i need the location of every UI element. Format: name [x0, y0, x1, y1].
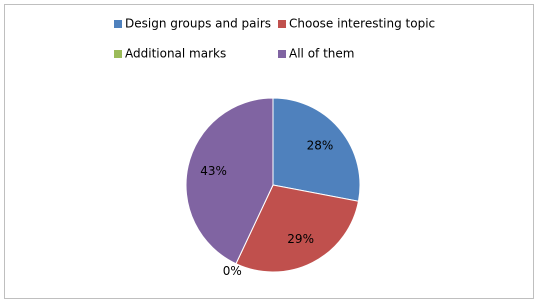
pie-slice [272, 97, 361, 202]
legend-swatch [114, 20, 122, 28]
pie-slice [235, 184, 360, 273]
legend-label: Additional marks [125, 47, 226, 61]
legend-swatch [278, 50, 286, 58]
data-label: 0% [223, 264, 242, 278]
data-label: 29% [287, 232, 314, 246]
legend-label: All of them [289, 47, 354, 61]
data-label: 28% [307, 139, 334, 153]
legend-swatch [278, 20, 286, 28]
legend-swatch [114, 50, 122, 58]
legend-label: Design groups and pairs [125, 17, 271, 31]
pie-slice [185, 97, 274, 265]
data-label: 43% [200, 164, 227, 178]
legend-label: Choose interesting topic [289, 17, 435, 31]
